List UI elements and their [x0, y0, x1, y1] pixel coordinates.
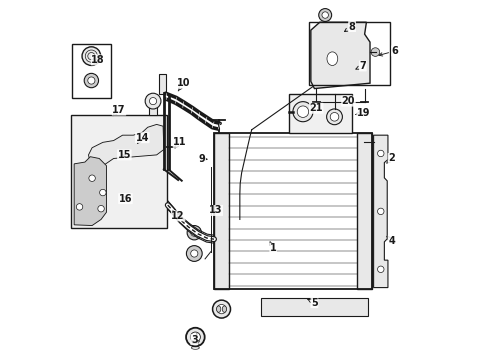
Circle shape	[88, 77, 95, 84]
Text: 4: 4	[386, 236, 394, 246]
Circle shape	[377, 208, 383, 215]
Bar	[72, 44, 111, 98]
Circle shape	[145, 93, 161, 109]
Text: 13: 13	[209, 206, 222, 216]
Text: 21: 21	[309, 103, 322, 113]
Circle shape	[186, 246, 202, 261]
Ellipse shape	[222, 306, 226, 312]
Ellipse shape	[216, 306, 221, 312]
Text: 8: 8	[344, 22, 355, 32]
Circle shape	[185, 328, 204, 346]
Circle shape	[377, 150, 383, 157]
Text: 15: 15	[118, 150, 131, 160]
Text: 2: 2	[386, 153, 394, 163]
Circle shape	[98, 206, 104, 212]
Text: 7: 7	[355, 61, 366, 71]
Polygon shape	[74, 157, 106, 226]
Text: 3: 3	[190, 334, 197, 345]
Circle shape	[377, 266, 383, 273]
Circle shape	[149, 98, 156, 105]
Text: 6: 6	[378, 46, 398, 56]
Text: 18: 18	[91, 55, 105, 66]
Circle shape	[84, 73, 99, 88]
Text: 5: 5	[307, 298, 317, 308]
Text: 12: 12	[171, 211, 184, 221]
Text: 20: 20	[341, 96, 354, 106]
Text: 1: 1	[269, 242, 276, 253]
Circle shape	[187, 226, 201, 240]
Circle shape	[297, 106, 308, 117]
Circle shape	[212, 300, 230, 318]
Circle shape	[89, 175, 95, 181]
Text: 11: 11	[173, 138, 186, 148]
Bar	[148, 101, 157, 116]
Circle shape	[100, 189, 106, 196]
Circle shape	[82, 47, 101, 66]
Circle shape	[190, 250, 198, 257]
Polygon shape	[373, 135, 387, 288]
Circle shape	[76, 204, 82, 210]
Ellipse shape	[326, 52, 337, 66]
Text: 10: 10	[177, 78, 190, 91]
Bar	[308, 22, 389, 85]
Bar	[214, 134, 371, 289]
Circle shape	[329, 113, 338, 121]
Text: 16: 16	[119, 194, 132, 204]
Circle shape	[190, 229, 198, 236]
Circle shape	[318, 9, 331, 22]
Bar	[70, 116, 167, 228]
Circle shape	[217, 305, 226, 314]
Circle shape	[370, 48, 379, 57]
Polygon shape	[310, 22, 369, 89]
Text: 17: 17	[112, 105, 125, 116]
Bar	[356, 134, 371, 289]
Circle shape	[292, 102, 312, 122]
Circle shape	[321, 12, 328, 18]
Text: 9: 9	[199, 154, 206, 164]
Bar	[260, 298, 367, 316]
Text: 14: 14	[135, 133, 149, 144]
Polygon shape	[88, 125, 163, 165]
Circle shape	[326, 109, 342, 125]
Bar	[159, 74, 165, 94]
Circle shape	[190, 332, 200, 342]
Bar	[214, 134, 228, 289]
Bar	[289, 94, 351, 134]
Text: 19: 19	[355, 108, 369, 118]
